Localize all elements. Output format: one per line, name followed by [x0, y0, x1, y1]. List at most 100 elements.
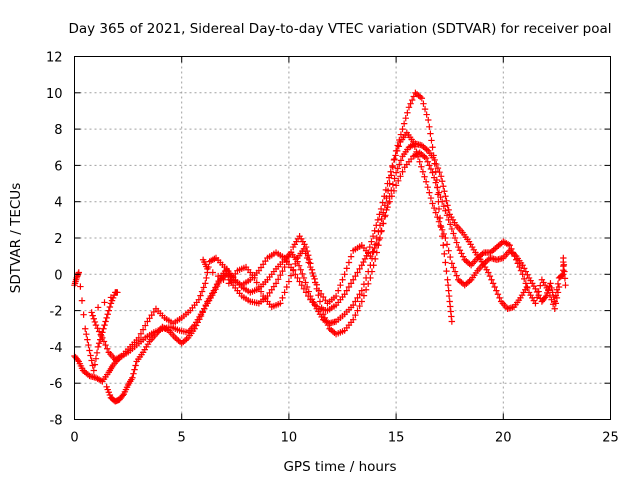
data-point	[450, 230, 457, 237]
data-point	[350, 276, 357, 283]
data-point	[102, 341, 109, 349]
data-point	[430, 152, 437, 159]
data-point	[220, 276, 227, 283]
data-point	[255, 283, 263, 291]
data-point	[289, 266, 297, 273]
data-point	[101, 321, 108, 329]
data-point	[516, 263, 523, 271]
data-point	[456, 247, 464, 254]
data-point	[292, 271, 299, 278]
data-point	[360, 258, 367, 266]
data-point	[86, 347, 93, 354]
data-point	[374, 216, 382, 224]
x-tick-label: 10	[281, 431, 298, 446]
data-point	[408, 96, 416, 104]
data-point	[444, 281, 452, 289]
data-point	[434, 164, 442, 172]
data-point	[396, 161, 403, 168]
data-point	[277, 272, 284, 279]
y-tick-label: 4	[54, 196, 62, 211]
data-point	[451, 234, 459, 242]
data-point	[358, 298, 365, 305]
data-point	[202, 280, 209, 287]
data-point	[554, 289, 562, 296]
data-point	[337, 281, 344, 289]
data-point	[429, 169, 436, 176]
data-point	[432, 179, 439, 186]
data-point	[350, 301, 357, 309]
y-tick-label: 12	[46, 51, 63, 66]
data-point	[90, 315, 97, 322]
data-point	[453, 239, 460, 246]
data-point	[287, 272, 295, 279]
data-point	[397, 157, 405, 164]
data-point	[437, 222, 444, 229]
data-point	[429, 200, 436, 207]
data-point	[445, 206, 452, 214]
data-point	[420, 100, 427, 107]
data-point	[92, 355, 100, 362]
data-point	[347, 253, 355, 260]
data-point	[302, 279, 309, 286]
data-point	[292, 260, 299, 268]
data-point	[427, 130, 434, 137]
data-point	[423, 111, 430, 118]
data-point	[384, 180, 391, 187]
data-point	[80, 311, 87, 318]
data-point	[562, 281, 569, 289]
data-point	[78, 297, 86, 304]
data-point	[442, 193, 449, 200]
data-point	[300, 245, 308, 253]
axis-ticks	[74, 56, 611, 420]
data-point	[316, 298, 324, 305]
y-tick-label: 10	[46, 87, 63, 102]
data-point	[356, 265, 363, 273]
data-point	[394, 142, 401, 149]
data-point	[512, 256, 520, 263]
data-point	[341, 291, 348, 298]
data-point	[491, 283, 498, 291]
data-point	[345, 259, 353, 266]
data-point	[343, 265, 350, 272]
series-track-d	[199, 149, 563, 312]
data-point	[453, 272, 460, 279]
data-point	[546, 291, 554, 299]
data-point	[422, 178, 430, 185]
data-point	[94, 304, 102, 311]
data-point	[488, 276, 495, 283]
data-point	[362, 274, 370, 282]
data-point	[560, 261, 568, 268]
data-point	[395, 143, 402, 150]
data-point	[381, 193, 388, 200]
data-point	[380, 220, 387, 227]
data-point	[533, 294, 541, 301]
data-point	[95, 340, 103, 347]
data-point	[365, 268, 372, 275]
data-point	[198, 288, 206, 295]
chart-title: Day 365 of 2021, Sidereal Day-to-day VTE…	[68, 21, 611, 37]
data-point	[397, 173, 404, 180]
x-tick-label: 20	[495, 431, 512, 446]
data-point	[506, 242, 513, 249]
data-point	[358, 287, 365, 294]
data-point	[379, 199, 386, 206]
data-point	[382, 212, 389, 219]
data-point	[362, 286, 370, 293]
data-point	[440, 203, 448, 210]
data-point	[426, 123, 433, 131]
x-axis-label: GPS time / hours	[283, 459, 396, 475]
data-point	[356, 302, 363, 310]
data-point	[434, 184, 441, 191]
data-point	[373, 240, 381, 248]
data-point	[392, 152, 399, 159]
data-point	[522, 280, 530, 287]
data-point	[405, 104, 413, 111]
data-point	[201, 305, 208, 312]
data-point	[524, 284, 531, 292]
data-point	[508, 245, 515, 253]
data-point	[386, 198, 393, 205]
data-point	[514, 260, 521, 267]
data-point	[395, 177, 402, 185]
data-point	[442, 234, 449, 242]
x-tick-label: 15	[388, 431, 405, 446]
